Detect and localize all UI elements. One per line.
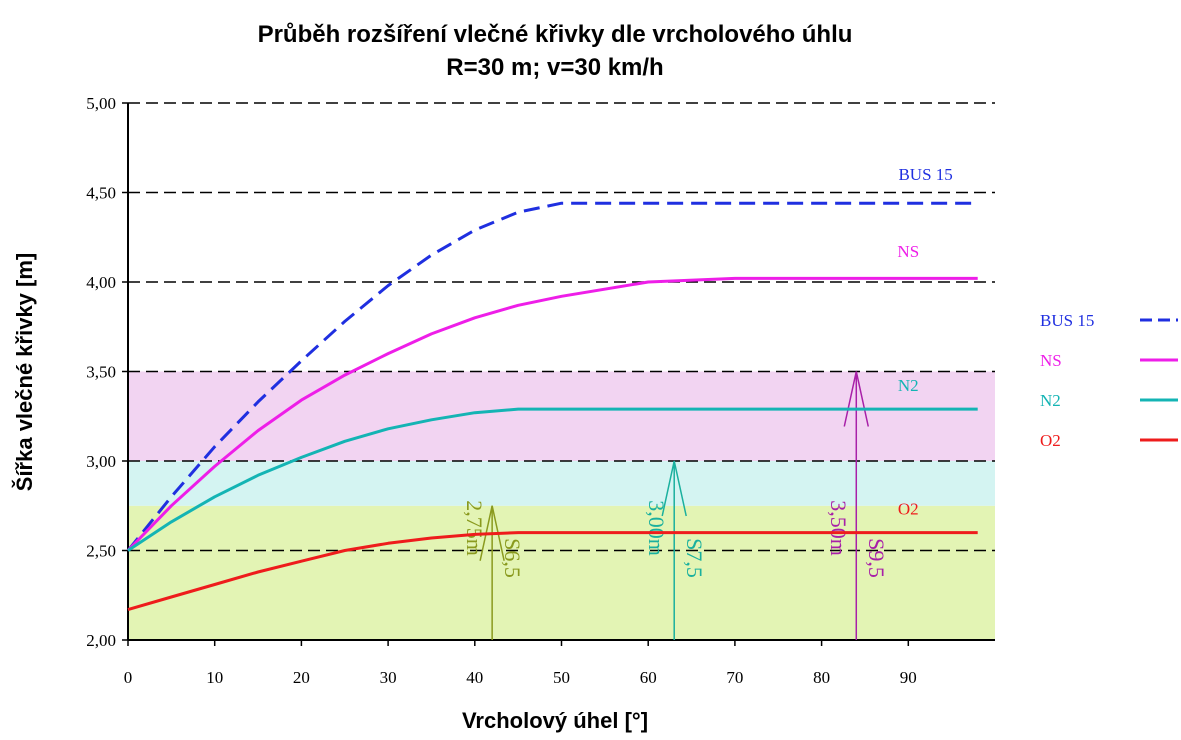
series-label: NS xyxy=(897,242,919,261)
arrow-label: 3,00m xyxy=(644,500,669,556)
series-line xyxy=(127,407,978,552)
legend-label: NS xyxy=(1040,351,1062,370)
arrow-name: S6,5 xyxy=(500,538,525,578)
y-tick-label: 2,00 xyxy=(86,631,116,650)
arrow-name: S7,5 xyxy=(682,538,707,578)
x-tick-label: 20 xyxy=(293,668,310,687)
x-tick-label: 70 xyxy=(726,668,743,687)
x-tick-label: 60 xyxy=(640,668,657,687)
x-tick-label: 50 xyxy=(553,668,570,687)
chart-subtitle: R=30 m; v=30 km/h xyxy=(446,54,663,81)
series-label: O2 xyxy=(898,500,919,519)
band xyxy=(128,461,995,506)
y-tick-label: 2,50 xyxy=(86,542,116,561)
arrow-label: 2,75m xyxy=(462,500,487,556)
x-tick-label: 10 xyxy=(206,668,223,687)
x-axis-label: Vrcholový úhel [°] xyxy=(462,708,648,733)
y-tick-label: 3,50 xyxy=(86,363,116,382)
series-line xyxy=(127,531,978,612)
x-tick-label: 30 xyxy=(380,668,397,687)
legend-label: BUS 15 xyxy=(1040,311,1094,330)
arrow-head xyxy=(661,460,687,517)
arrow-head xyxy=(479,505,505,561)
legend-label: O2 xyxy=(1040,431,1061,450)
y-tick-label: 4,00 xyxy=(86,273,116,292)
band xyxy=(128,371,995,461)
arrow-name: S9,5 xyxy=(864,538,889,578)
y-axis-label: Šířka vlečné křivky [m] xyxy=(12,253,37,491)
arrow-label: 3,50m xyxy=(826,500,851,556)
x-tick-label: 90 xyxy=(900,668,917,687)
chart-title: Průběh rozšíření vlečné křivky dle vrcho… xyxy=(258,21,853,48)
series-line xyxy=(126,201,978,552)
legend-label: N2 xyxy=(1040,391,1061,410)
series-line xyxy=(126,276,978,552)
y-tick-label: 4,50 xyxy=(86,184,116,203)
x-tick-label: 0 xyxy=(124,668,133,687)
series-label: BUS 15 xyxy=(898,165,952,184)
band xyxy=(128,505,995,640)
x-tick-label: 80 xyxy=(813,668,830,687)
y-tick-label: 3,00 xyxy=(86,452,116,471)
x-tick-label: 40 xyxy=(466,668,483,687)
series-label: N2 xyxy=(898,376,919,395)
y-tick-label: 5,00 xyxy=(86,94,116,113)
